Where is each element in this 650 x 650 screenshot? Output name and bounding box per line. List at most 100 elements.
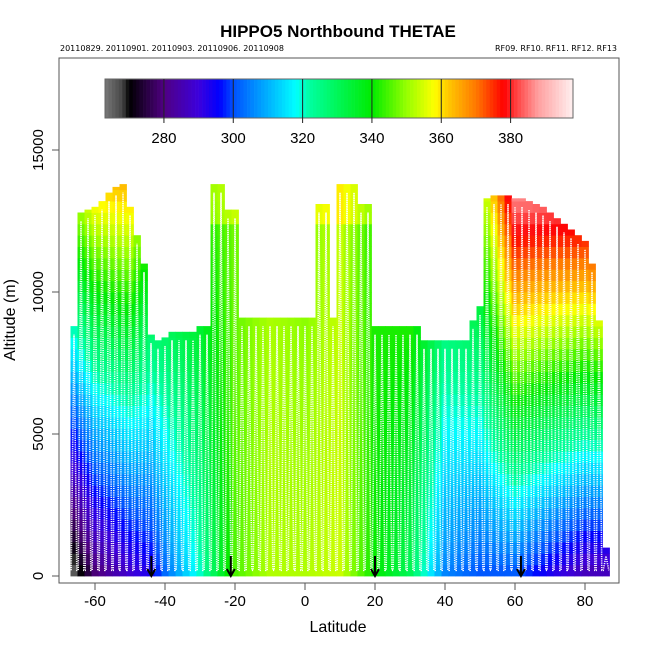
field-cell bbox=[154, 553, 162, 566]
field-cell bbox=[182, 331, 190, 338]
field-cell bbox=[126, 246, 134, 259]
field-cell bbox=[574, 246, 582, 259]
field-cell bbox=[126, 439, 134, 452]
field-cell bbox=[357, 314, 365, 327]
field-cell bbox=[98, 507, 106, 520]
field-cell bbox=[308, 507, 316, 520]
field-cell bbox=[252, 462, 260, 475]
field-cell bbox=[483, 201, 491, 213]
field-cell bbox=[238, 485, 246, 497]
field-cell bbox=[525, 212, 533, 225]
field-cell bbox=[266, 417, 274, 429]
field-cell bbox=[252, 496, 260, 509]
field-cell bbox=[245, 405, 253, 418]
field-cell bbox=[119, 405, 127, 418]
field-cell bbox=[553, 326, 561, 338]
field-cell bbox=[77, 417, 85, 429]
field-cell bbox=[70, 382, 78, 395]
field-cell bbox=[252, 507, 260, 520]
field-cell bbox=[175, 541, 183, 554]
field-cell bbox=[588, 451, 596, 463]
field-cell bbox=[189, 428, 197, 441]
colorbar bbox=[104, 78, 574, 119]
field-cell bbox=[84, 326, 92, 338]
field-cell bbox=[91, 223, 99, 236]
field-cell bbox=[504, 337, 512, 350]
field-cell bbox=[294, 553, 302, 566]
field-cell bbox=[273, 428, 281, 441]
field-cell bbox=[77, 451, 85, 463]
field-cell bbox=[343, 382, 351, 395]
field-cell bbox=[532, 451, 540, 463]
field-cell bbox=[70, 417, 78, 429]
colorbar-segment bbox=[261, 79, 265, 118]
field-cell bbox=[161, 428, 169, 441]
colorbar-segment bbox=[389, 79, 394, 118]
field-cell bbox=[287, 451, 295, 463]
field-cell bbox=[441, 340, 449, 350]
colorbar-tick-label: 280 bbox=[151, 130, 176, 147]
field-cell bbox=[105, 360, 113, 372]
field-cell bbox=[385, 485, 393, 497]
field-cell bbox=[84, 564, 92, 577]
colorbar-segment bbox=[392, 79, 397, 118]
field-cell bbox=[392, 417, 400, 429]
field-cell bbox=[112, 439, 120, 452]
field-cell bbox=[77, 553, 85, 566]
field-cell bbox=[357, 348, 365, 361]
colorbar-segment bbox=[264, 79, 269, 118]
field-cell bbox=[224, 405, 232, 418]
colorbar-segment bbox=[371, 79, 376, 118]
field-cell bbox=[224, 212, 232, 225]
field-cell bbox=[462, 462, 470, 475]
field-cell bbox=[574, 394, 582, 406]
field-cell bbox=[161, 439, 169, 452]
field-cell bbox=[133, 235, 141, 247]
field-cell bbox=[91, 337, 99, 350]
y-tick-label: 5000 bbox=[30, 417, 47, 450]
field-cell bbox=[98, 439, 106, 452]
field-cell bbox=[266, 405, 274, 418]
field-cell bbox=[483, 541, 491, 554]
field-cell bbox=[287, 496, 295, 509]
field-cell bbox=[154, 462, 162, 475]
field-cell bbox=[217, 184, 225, 191]
field-cell bbox=[266, 485, 274, 497]
colorbar-tick-label: 320 bbox=[290, 130, 315, 147]
field-cell bbox=[364, 360, 372, 372]
field-cell bbox=[210, 530, 218, 543]
field-cell bbox=[112, 473, 120, 486]
colorbar-segment bbox=[333, 79, 338, 118]
field-cell bbox=[84, 519, 92, 531]
field-cell bbox=[280, 473, 288, 486]
field-cell bbox=[259, 326, 267, 338]
field-cell bbox=[280, 428, 288, 441]
field-cell bbox=[448, 439, 456, 452]
field-cell bbox=[189, 519, 197, 531]
field-cell bbox=[259, 371, 267, 384]
field-cell bbox=[91, 496, 99, 509]
field-cell bbox=[154, 340, 162, 350]
field-cell bbox=[266, 348, 274, 361]
chart-title: HIPPO5 Northbound THETAE bbox=[220, 22, 456, 41]
field-cell bbox=[133, 360, 141, 372]
field-cell bbox=[560, 326, 568, 338]
field-cell bbox=[224, 439, 232, 452]
field-cell bbox=[154, 541, 162, 554]
field-cell bbox=[154, 439, 162, 452]
field-cell bbox=[343, 337, 351, 350]
field-cell bbox=[175, 439, 183, 452]
field-cell bbox=[182, 485, 190, 497]
field-cell bbox=[217, 485, 225, 497]
field-cell bbox=[252, 317, 260, 327]
field-cell bbox=[210, 417, 218, 429]
field-cell bbox=[84, 507, 92, 520]
colorbar-segment bbox=[469, 79, 473, 118]
field-cell bbox=[357, 394, 365, 406]
field-cell bbox=[224, 269, 232, 282]
field-cell bbox=[511, 198, 519, 202]
field-cell bbox=[336, 428, 344, 441]
field-cell bbox=[161, 462, 169, 475]
field-cell bbox=[84, 209, 92, 213]
field-cell bbox=[252, 348, 260, 361]
